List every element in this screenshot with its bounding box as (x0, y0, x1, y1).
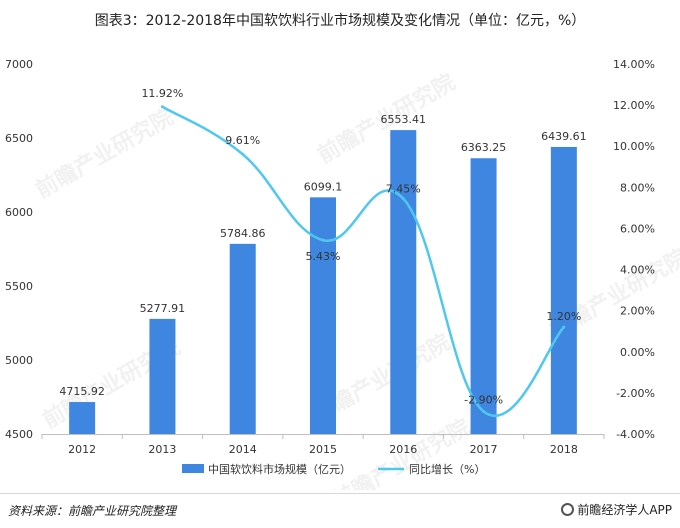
x-tick-label-2012: 2012 (68, 443, 96, 456)
growth-point-2018 (562, 325, 566, 329)
right-tick-0: -4.00% (616, 428, 655, 441)
growth-label-2014: 9.61% (225, 134, 260, 147)
bar-2012 (69, 402, 96, 434)
bar-label-2018: 6439.61 (541, 130, 587, 143)
legend-line-label: 同比增长（%） (409, 462, 485, 476)
right-tick-8: 12.00% (613, 99, 655, 112)
brand: 前瞻经济学人APP (561, 501, 672, 518)
x-tick-label-2018: 2018 (550, 443, 578, 456)
bar-series: 4715.92 5277.91 5784.86 6099.1 6553.41 6363.2… (59, 113, 587, 434)
growth-point-2015 (321, 238, 325, 242)
growth-point-2016 (401, 197, 405, 201)
line-series: 11.92% 9.61% 5.43% 7.45% -2.90% 1.20% (141, 87, 581, 417)
source-note: 资料来源：前瞻产业研究院整理 (8, 504, 177, 518)
bar-2018 (550, 146, 577, 434)
watermark-1: 前瞻产业研究院 (31, 104, 177, 204)
right-tick-7: 10.00% (613, 140, 655, 153)
footer-divider (0, 493, 680, 494)
brand-logo-icon (561, 503, 575, 516)
bar-label-2015: 6099.1 (304, 180, 343, 193)
bar-label-2012: 4715.92 (59, 385, 105, 398)
growth-label-2018: 1.20% (546, 310, 581, 323)
growth-point-2017 (482, 409, 486, 413)
bar-2016 (390, 130, 417, 434)
right-tick-3: 2.00% (620, 305, 655, 318)
x-tick-label-2017: 2017 (470, 443, 498, 456)
x-axis: 2012 2013 2014 2015 2016 2017 2018 (41, 434, 605, 456)
left-axis: 4500 5000 5500 6000 6500 7000 (5, 58, 33, 441)
bar-2013 (149, 318, 176, 434)
brand-label: 前瞻经济学人APP (577, 503, 672, 517)
left-tick-3: 6000 (5, 206, 33, 219)
left-tick-0: 4500 (5, 428, 33, 441)
bar-label-2016: 6553.41 (381, 113, 427, 126)
legend-bar-label: 中国软饮料市场规模（亿元） (208, 462, 351, 476)
bar-2014 (229, 243, 256, 434)
x-tick-label-2015: 2015 (309, 443, 337, 456)
growth-label-2017: -2.90% (464, 393, 503, 406)
growth-label-2013: 11.92% (141, 87, 183, 100)
growth-point-2013 (160, 105, 164, 109)
growth-label-2016: 7.45% (386, 183, 421, 196)
bar-label-2014: 5784.86 (220, 227, 266, 240)
chart-title: 图表3：2012-2018年中国软饮料行业市场规模及变化情况（单位：亿元，%） (94, 13, 586, 29)
left-tick-4: 6500 (5, 132, 33, 145)
left-tick-5: 7000 (5, 58, 33, 71)
legend-bar-swatch (182, 464, 204, 473)
right-tick-4: 4.00% (620, 264, 655, 277)
right-tick-6: 8.00% (620, 181, 655, 194)
x-tick-label-2013: 2013 (148, 443, 176, 456)
right-tick-1: -2.00% (616, 387, 655, 400)
right-tick-2: 0.00% (620, 346, 655, 359)
bar-label-2013: 5277.91 (140, 302, 186, 315)
right-tick-9: 14.00% (613, 58, 655, 71)
right-tick-5: 6.00% (620, 222, 655, 235)
bar-label-2017: 6363.25 (461, 141, 507, 154)
legend: 中国软饮料市场规模（亿元） 同比增长（%） (182, 462, 485, 476)
bar-2017 (470, 158, 497, 434)
left-tick-1: 5000 (5, 354, 33, 367)
right-axis: -4.00% -2.00% 0.00% 2.00% 4.00% 6.00% 8.00% 10.… (613, 58, 655, 441)
growth-point-2014 (241, 152, 245, 156)
x-tick-label-2016: 2016 (389, 443, 417, 456)
growth-label-2015: 5.43% (306, 250, 341, 263)
left-tick-2: 5500 (5, 280, 33, 293)
x-tick-label-2014: 2014 (229, 443, 257, 456)
bar-2015 (310, 197, 336, 434)
